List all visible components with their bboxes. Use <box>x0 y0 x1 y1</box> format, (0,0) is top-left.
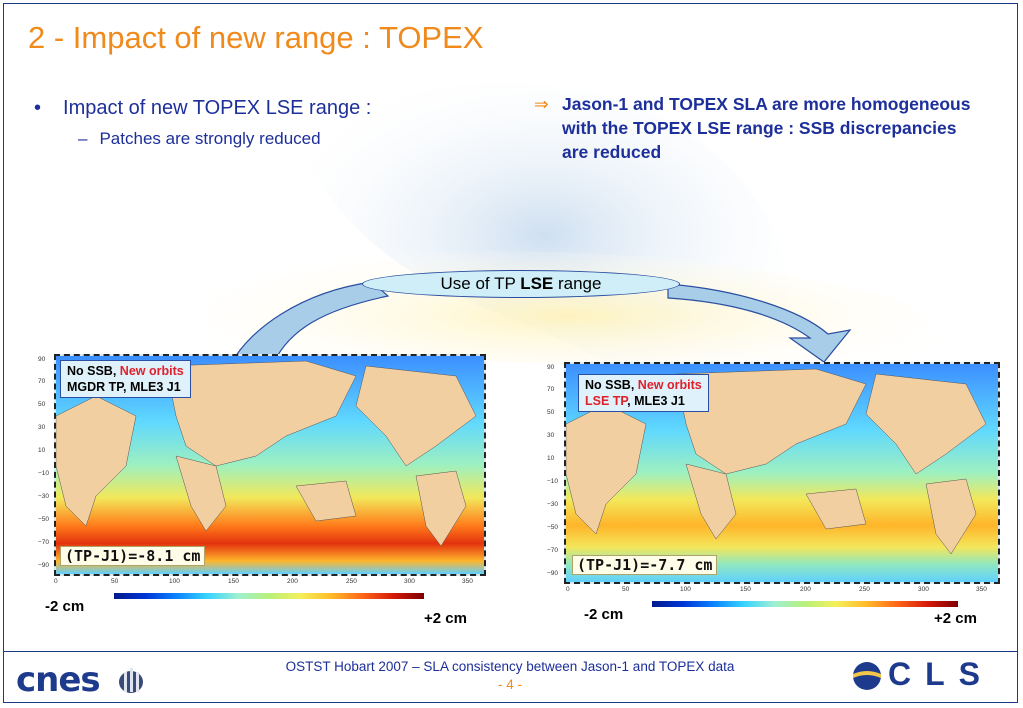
bullet-impact-text: Impact of new TOPEX LSE range : <box>63 97 372 119</box>
y-tick: 30 <box>38 424 46 431</box>
right-label2-red: LSE TP <box>585 394 628 408</box>
right-map-x-axis: 0 50 100 150 200 250 300 350 <box>564 586 1000 596</box>
y-tick: −50 <box>38 516 50 523</box>
cnes-logo-text: cnes <box>16 660 101 700</box>
y-tick: 50 <box>547 409 555 416</box>
x-tick: 0 <box>54 578 58 585</box>
x-tick: 50 <box>111 578 119 585</box>
left-difference-label: (TP-J1)=-8.1 cm <box>60 546 206 566</box>
footer: OSTST Hobart 2007 – SLA consistency betw… <box>200 658 820 694</box>
right-label-red: New orbits <box>637 378 702 392</box>
callout-prefix: Use of TP <box>440 274 521 293</box>
x-tick: 250 <box>346 578 357 585</box>
x-tick: 100 <box>680 586 691 593</box>
y-tick: −90 <box>547 570 559 577</box>
x-tick: 150 <box>740 586 751 593</box>
right-label2-black: , MLE3 J1 <box>627 394 685 408</box>
x-tick: 0 <box>566 586 570 593</box>
implies-arrow-icon: ⇒ <box>534 94 549 114</box>
right-map-graphic <box>566 364 998 582</box>
x-tick: 200 <box>800 586 811 593</box>
right-label-line1: No SSB, New orbits <box>585 377 702 393</box>
y-tick: −90 <box>38 562 50 569</box>
y-tick: 90 <box>547 364 555 371</box>
x-tick: 350 <box>462 578 473 585</box>
right-curved-arrow <box>667 283 852 363</box>
sub-bullet-text: Patches are strongly reduced <box>99 129 321 148</box>
bullet-impact: • Impact of new TOPEX LSE range : <box>34 97 371 120</box>
y-tick: −70 <box>547 547 559 554</box>
right-colorbar <box>652 601 958 607</box>
left-map-x-axis: 0 50 100 150 200 250 300 350 <box>54 578 486 588</box>
y-tick: 50 <box>38 401 46 408</box>
slide-title: 2 - Impact of new range : TOPEX <box>28 20 484 55</box>
cls-logo: CLS <box>888 656 994 692</box>
y-tick: 10 <box>547 455 555 462</box>
bullet-dot: • <box>34 97 42 119</box>
slide-frame <box>3 3 1018 703</box>
y-tick: −70 <box>38 539 50 546</box>
conclusion-text: Jason-1 and TOPEX SLA are more homogeneo… <box>562 94 971 162</box>
footer-text: OSTST Hobart 2007 – SLA consistency betw… <box>285 659 735 674</box>
y-tick: 90 <box>38 356 46 363</box>
y-tick: −50 <box>547 524 559 531</box>
cnes-logo: cnes <box>16 660 101 700</box>
callout-bold: LSE <box>520 274 554 293</box>
right-map-label: No SSB, New orbits LSE TP, MLE3 J1 <box>578 374 709 412</box>
left-curved-arrow <box>230 281 390 363</box>
left-label-black: No SSB, <box>67 364 120 378</box>
left-map-y-axis: 90 70 50 30 10 −10 −30 −50 −70 −90 <box>38 356 52 576</box>
conclusion-block: ⇒ Jason-1 and TOPEX SLA are more homogen… <box>534 92 974 164</box>
x-tick: 50 <box>622 586 630 593</box>
right-colorbar-min: -2 cm <box>584 606 624 623</box>
cnes-satellite-icon <box>119 668 143 693</box>
x-tick: 300 <box>404 578 415 585</box>
callout-suffix: range <box>553 274 602 293</box>
left-label2-black: MGDR TP, MLE3 J1 <box>67 380 181 394</box>
sub-bullet-dash: – <box>78 129 88 148</box>
left-label-red: New orbits <box>119 364 184 378</box>
lse-range-callout: Use of TP LSE range <box>362 270 680 298</box>
left-colorbar-max: +2 cm <box>424 610 467 627</box>
x-tick: 300 <box>918 586 929 593</box>
right-label-line2: LSE TP, MLE3 J1 <box>585 393 702 409</box>
page-number: - 4 - <box>497 677 522 692</box>
left-colorbar-min: -2 cm <box>45 598 85 615</box>
y-tick: 70 <box>547 386 555 393</box>
footer-divider <box>3 651 1018 652</box>
y-tick: −30 <box>547 501 559 508</box>
left-colorbar <box>114 593 424 599</box>
y-tick: 70 <box>38 378 46 385</box>
x-tick: 250 <box>859 586 870 593</box>
cls-globe-icon <box>853 662 881 690</box>
x-tick: 150 <box>228 578 239 585</box>
right-difference-label: (TP-J1)=-7.7 cm <box>572 555 718 575</box>
right-label-black: No SSB, <box>585 378 638 392</box>
left-label-line2: MGDR TP, MLE3 J1 <box>67 379 184 395</box>
y-tick: −10 <box>38 470 50 477</box>
y-tick: −30 <box>38 493 50 500</box>
y-tick: −10 <box>547 478 559 485</box>
y-tick: 30 <box>547 432 555 439</box>
y-tick: 10 <box>38 447 46 454</box>
x-tick: 200 <box>287 578 298 585</box>
left-label-line1: No SSB, New orbits <box>67 363 184 379</box>
right-colorbar-max: +2 cm <box>934 610 977 627</box>
left-map-label: No SSB, New orbits MGDR TP, MLE3 J1 <box>60 360 191 398</box>
sub-bullet-patches: – Patches are strongly reduced <box>78 129 321 149</box>
x-tick: 100 <box>169 578 180 585</box>
x-tick: 350 <box>976 586 987 593</box>
right-map-y-axis: 90 70 50 30 10 −10 −30 −50 −70 −90 <box>547 364 561 584</box>
left-map-graphic <box>56 356 484 574</box>
right-sla-map <box>564 362 1000 584</box>
